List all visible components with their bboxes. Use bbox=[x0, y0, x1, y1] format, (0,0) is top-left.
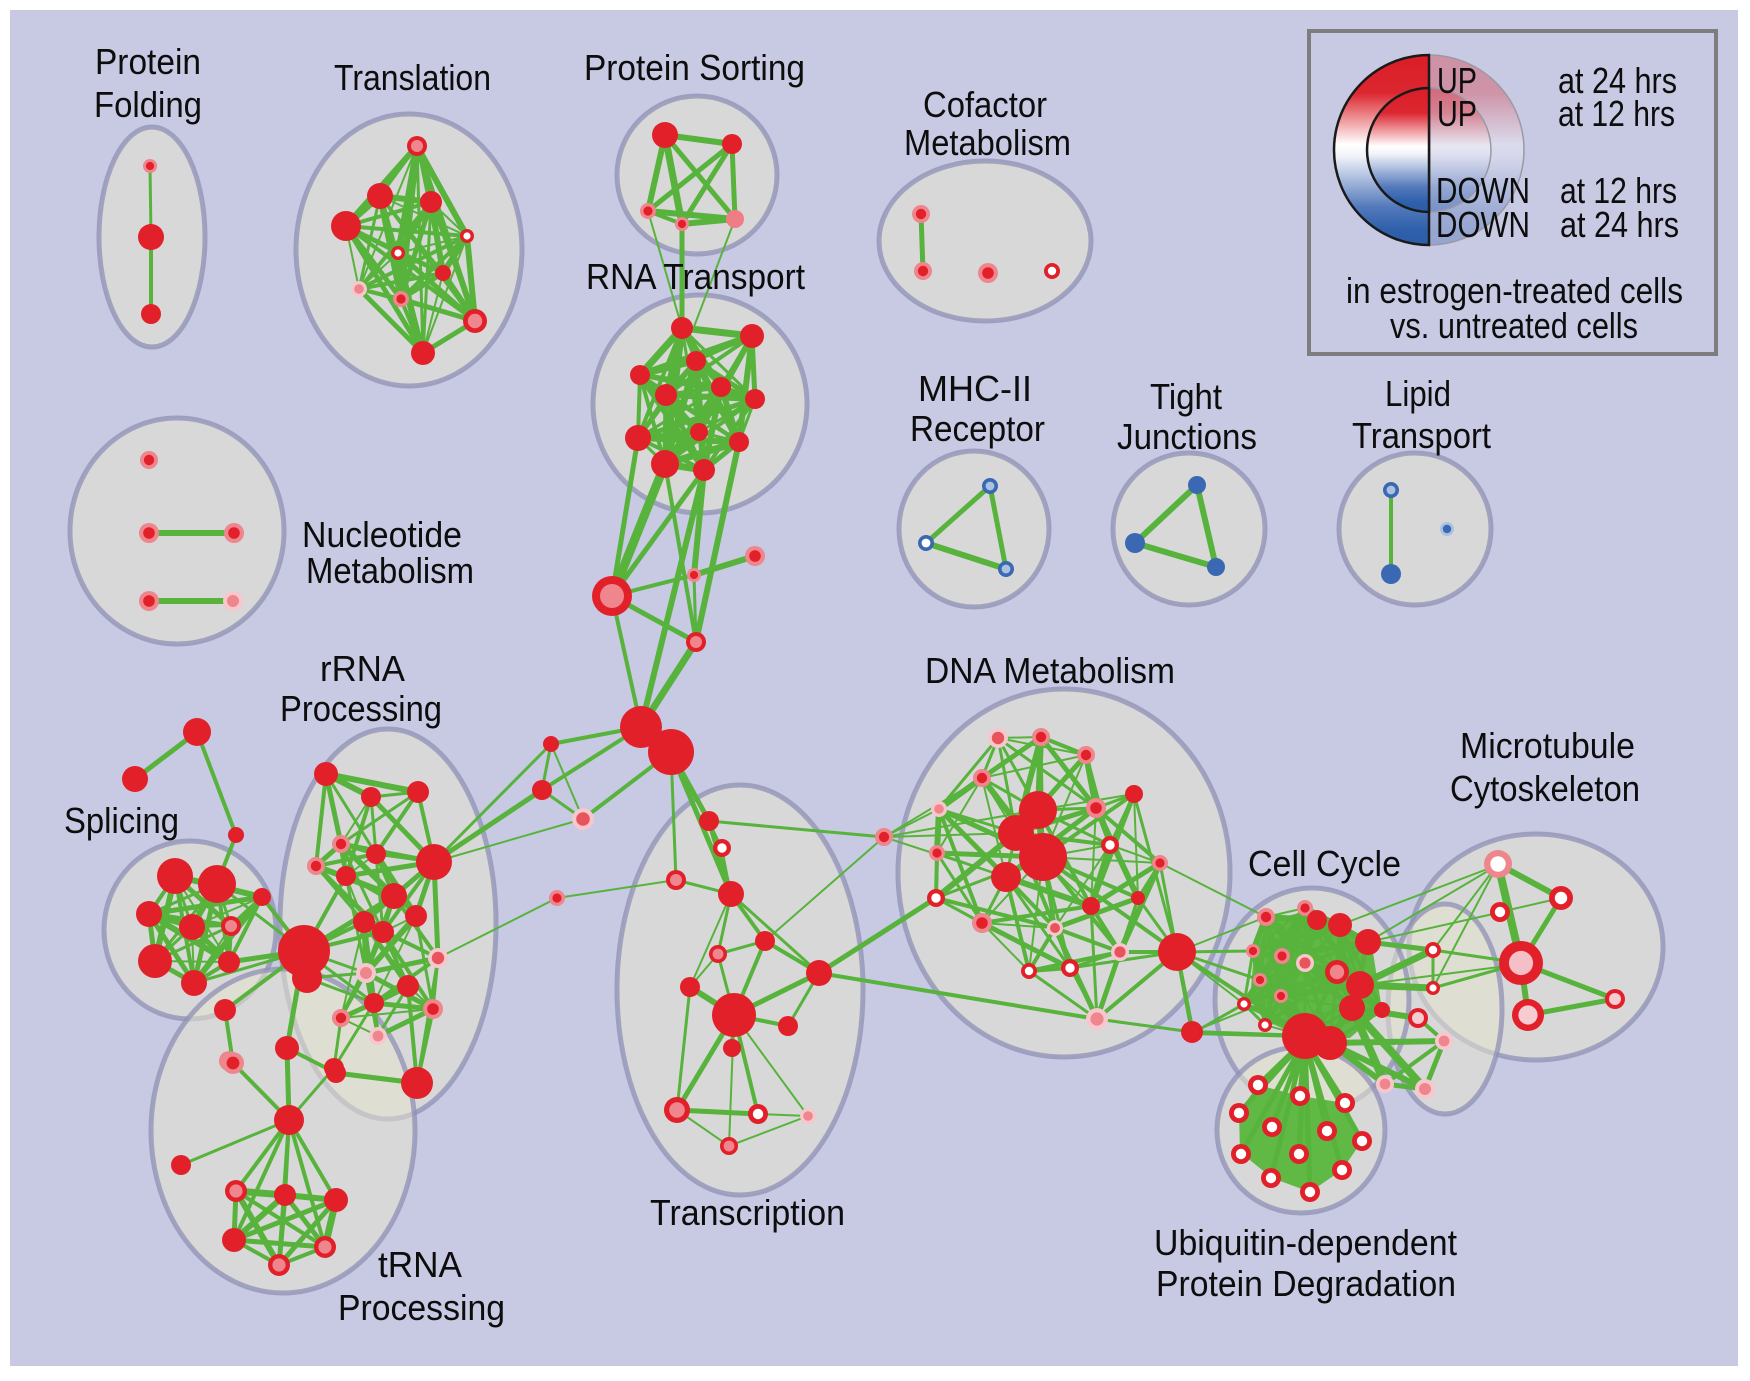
svg-text:Folding: Folding bbox=[94, 84, 202, 125]
svg-text:Tight: Tight bbox=[1150, 376, 1222, 417]
svg-text:Nucleotide: Nucleotide bbox=[302, 514, 462, 555]
svg-text:Processing: Processing bbox=[280, 688, 442, 729]
svg-text:Splicing: Splicing bbox=[64, 800, 179, 841]
svg-text:at 12 hrs: at 12 hrs bbox=[1558, 93, 1675, 134]
svg-text:in estrogen-treated cells: in estrogen-treated cells bbox=[1346, 270, 1683, 311]
svg-text:Cofactor: Cofactor bbox=[923, 84, 1047, 125]
svg-text:MHC-II: MHC-II bbox=[918, 368, 1032, 409]
svg-text:at 24 hrs: at 24 hrs bbox=[1560, 204, 1679, 245]
svg-text:Transport: Transport bbox=[1352, 415, 1491, 456]
svg-text:Cell Cycle: Cell Cycle bbox=[1248, 843, 1401, 884]
svg-text:Ubiquitin-dependent: Ubiquitin-dependent bbox=[1154, 1222, 1457, 1263]
svg-text:Receptor: Receptor bbox=[910, 408, 1045, 449]
svg-text:at 12 hrs: at 12 hrs bbox=[1560, 170, 1677, 211]
svg-text:rRNA: rRNA bbox=[320, 648, 405, 689]
svg-text:Lipid: Lipid bbox=[1385, 373, 1451, 414]
svg-text:Metabolism: Metabolism bbox=[306, 550, 474, 591]
svg-text:Processing: Processing bbox=[338, 1287, 505, 1328]
svg-text:Protein Degradation: Protein Degradation bbox=[1156, 1263, 1456, 1304]
svg-text:UP: UP bbox=[1437, 93, 1477, 134]
svg-text:Junctions: Junctions bbox=[1117, 416, 1257, 457]
svg-text:DOWN: DOWN bbox=[1436, 170, 1530, 211]
svg-text:Transcription: Transcription bbox=[650, 1192, 845, 1233]
svg-text:at 24 hrs: at 24 hrs bbox=[1558, 60, 1677, 101]
svg-text:DOWN: DOWN bbox=[1436, 204, 1530, 245]
svg-text:Protein: Protein bbox=[95, 41, 201, 82]
svg-text:tRNA: tRNA bbox=[378, 1244, 462, 1285]
svg-text:vs. untreated cells: vs. untreated cells bbox=[1390, 305, 1638, 346]
svg-text:Translation: Translation bbox=[334, 57, 491, 98]
svg-text:Microtubule: Microtubule bbox=[1460, 725, 1635, 766]
svg-text:RNA Transport: RNA Transport bbox=[586, 256, 805, 297]
svg-text:Metabolism: Metabolism bbox=[904, 122, 1071, 163]
svg-text:Cytoskeleton: Cytoskeleton bbox=[1450, 768, 1640, 809]
svg-text:DNA Metabolism: DNA Metabolism bbox=[925, 650, 1175, 691]
svg-text:UP: UP bbox=[1437, 60, 1477, 101]
svg-text:Protein Sorting: Protein Sorting bbox=[584, 47, 805, 88]
